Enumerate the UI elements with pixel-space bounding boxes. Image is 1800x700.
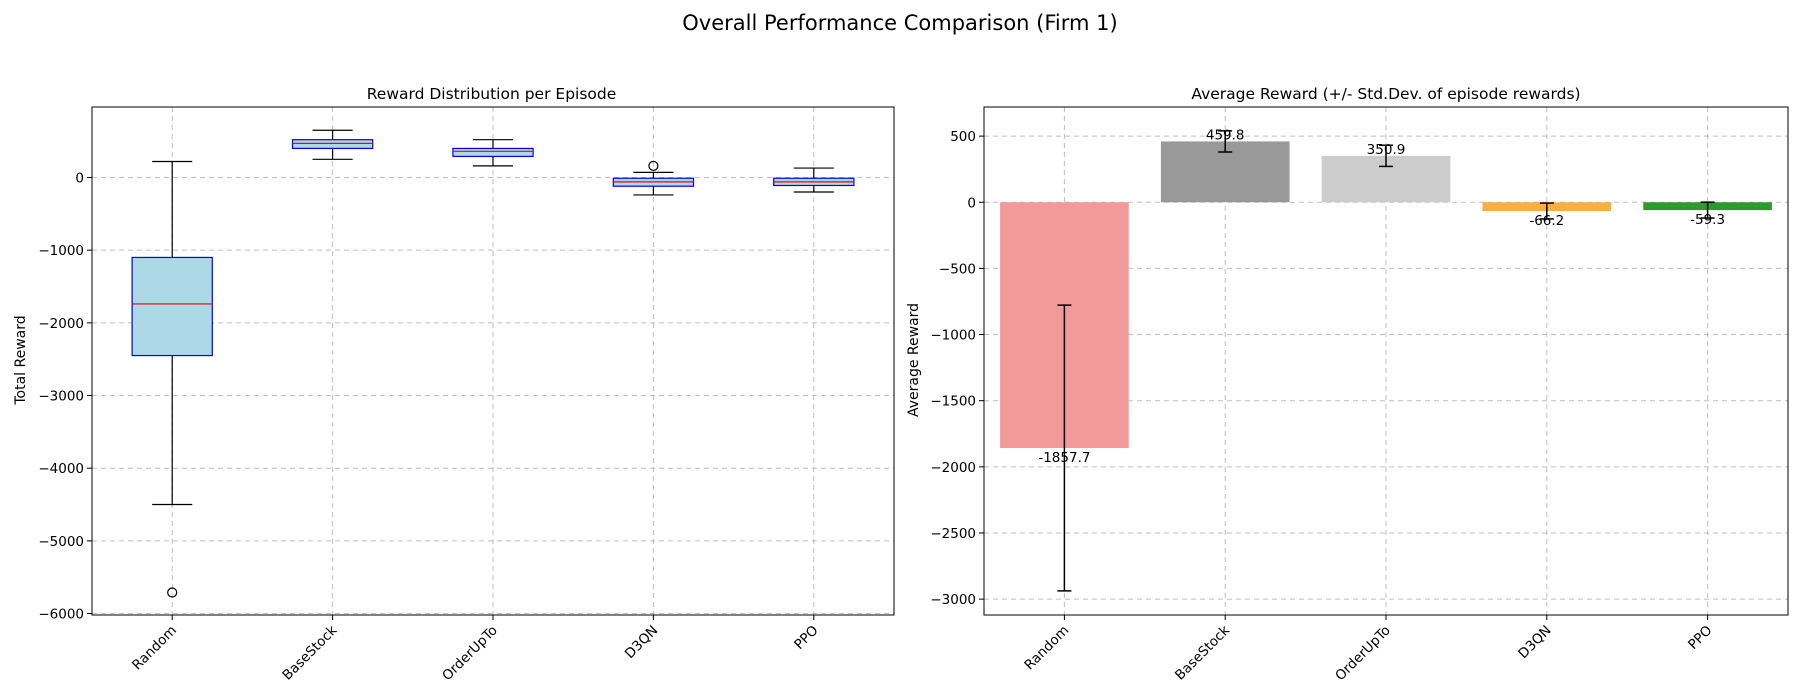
barchart-frame	[983, 106, 1789, 616]
boxplot-ytick-label: −5000	[38, 534, 84, 550]
boxplot-ylabel: Total Reward	[13, 315, 29, 405]
boxplot-ytick-label: −4000	[38, 461, 84, 477]
barchart-xtick-label: D3QN	[1515, 623, 1554, 662]
barchart-panel: Average Reward (+/- Std.Dev. of episode …	[906, 85, 1789, 685]
box-iqr	[452, 147, 534, 158]
barchart-ytick-label: −3000	[930, 592, 976, 608]
boxplot-xtick-label: D3QN	[622, 623, 661, 662]
box-iqr	[291, 139, 374, 150]
boxplot-marks	[131, 129, 855, 598]
boxplot-xtick-label: PPO	[791, 623, 821, 653]
barchart-xtick-label: PPO	[1685, 623, 1715, 653]
boxplot-title: Reward Distribution per Episode	[367, 85, 617, 103]
barchart-xtick-label: Random	[1021, 623, 1072, 674]
boxplot-ytick-label: −3000	[38, 389, 84, 405]
barchart-ytick-label: 0	[967, 195, 976, 211]
boxplot-ytick-label: 0	[75, 170, 84, 186]
barchart-xtick-label: BaseStock	[1172, 622, 1233, 683]
barchart-ytick-label: −2500	[930, 526, 976, 542]
bar-value-label: 350.9	[1367, 142, 1406, 158]
bar-value-label: 459.8	[1206, 127, 1245, 143]
boxplot-xtick-label: OrderUpTo	[439, 623, 501, 685]
barchart-ytick-label: −1000	[930, 328, 976, 344]
barchart-ytick-label: −1500	[930, 394, 976, 410]
barchart-title: Average Reward (+/- Std.Dev. of episode …	[1191, 85, 1580, 103]
figure-title: Overall Performance Comparison (Firm 1)	[682, 11, 1117, 35]
barchart-marks: -1857.7 459.8 350.9 -66.2 -59.3	[1000, 127, 1772, 592]
box-outlier	[648, 160, 659, 171]
boxplot-xtick-label: Random	[129, 623, 180, 674]
bar-value-label: -1857.7	[1038, 450, 1090, 466]
boxplot-panel: Reward Distribution per Episode Total Re…	[13, 85, 895, 684]
barchart-ytick-label: −500	[939, 261, 976, 277]
boxplot-ytick-label: −6000	[38, 607, 84, 623]
boxplot-frame	[91, 106, 895, 616]
barchart-ytick-label: −2000	[930, 460, 976, 476]
bar-value-label: -66.2	[1529, 213, 1564, 229]
boxplot-ytick-label: −2000	[38, 316, 84, 332]
boxplot-ticks: −6000 −5000 −4000 −3000 −2000 −1000 0 Random Bas…	[38, 170, 821, 684]
bar-value-label: -59.3	[1690, 212, 1725, 228]
boxplot-xtick-label: BaseStock	[279, 622, 340, 683]
box-outlier	[167, 587, 178, 598]
barchart-ytick-label: 500	[950, 129, 976, 145]
box-iqr	[131, 256, 213, 357]
barchart-ylabel: Average Reward	[906, 303, 922, 417]
barchart-xtick-label: OrderUpTo	[1332, 623, 1394, 685]
boxplot-ytick-label: −1000	[38, 243, 84, 259]
